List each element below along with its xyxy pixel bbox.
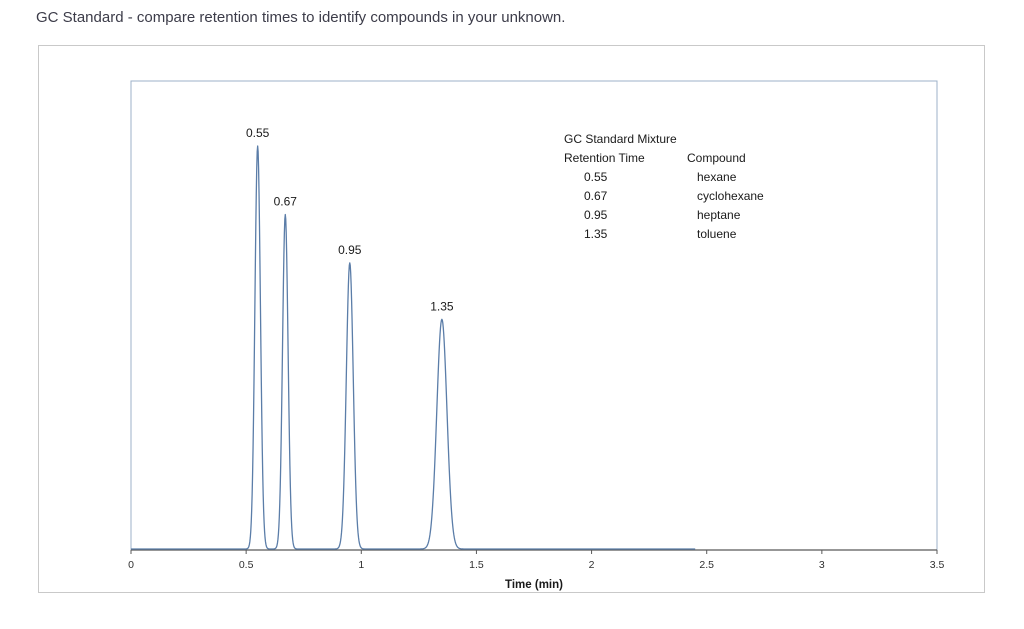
x-axis-tick-label: 2.5 (699, 559, 714, 571)
chromatogram-trace (130, 145, 696, 550)
x-axis-tick-label: 1 (358, 559, 364, 571)
chart-frame: 0 0.5 1 1.5 2 2.5 3 3.5 Time (min) 0.55 0.67 0.95 1.… (38, 45, 985, 593)
x-axis-tick-label: 1.5 (469, 559, 484, 571)
legend-col1-header: Retention Time (564, 151, 645, 165)
peak-label: 0.67 (274, 195, 298, 209)
legend-row-retention-time: 0.67 (584, 189, 608, 203)
peak-label: 1.35 (430, 299, 454, 313)
legend-col2-header: Compound (687, 151, 746, 165)
legend-row-retention-time: 0.95 (584, 208, 608, 222)
x-axis-tick-label: 3.5 (930, 559, 945, 571)
gc-chromatogram: 0 0.5 1 1.5 2 2.5 3 3.5 Time (min) 0.55 0.67 0.95 1.… (128, 80, 945, 591)
x-axis-tick-label: 2 (589, 559, 595, 571)
legend-title: GC Standard Mixture (564, 132, 677, 146)
legend-row-retention-time: 0.55 (584, 170, 608, 184)
legend-row-compound: cyclohexane (697, 189, 764, 203)
legend-row-compound: hexane (697, 170, 737, 184)
legend-row-compound: toluene (697, 227, 737, 241)
x-axis-tick-label: 0 (128, 559, 134, 571)
page-title: GC Standard - compare retention times to… (36, 9, 566, 26)
peak-label: 0.55 (246, 126, 270, 140)
legend-row-compound: heptane (697, 208, 741, 222)
peak-label: 0.95 (338, 243, 362, 257)
x-axis-tick-label: 3 (819, 559, 825, 571)
x-axis-tick-label: 0.5 (239, 559, 254, 571)
legend-row-retention-time: 1.35 (584, 227, 608, 241)
x-axis-title: Time (min) (505, 579, 563, 591)
